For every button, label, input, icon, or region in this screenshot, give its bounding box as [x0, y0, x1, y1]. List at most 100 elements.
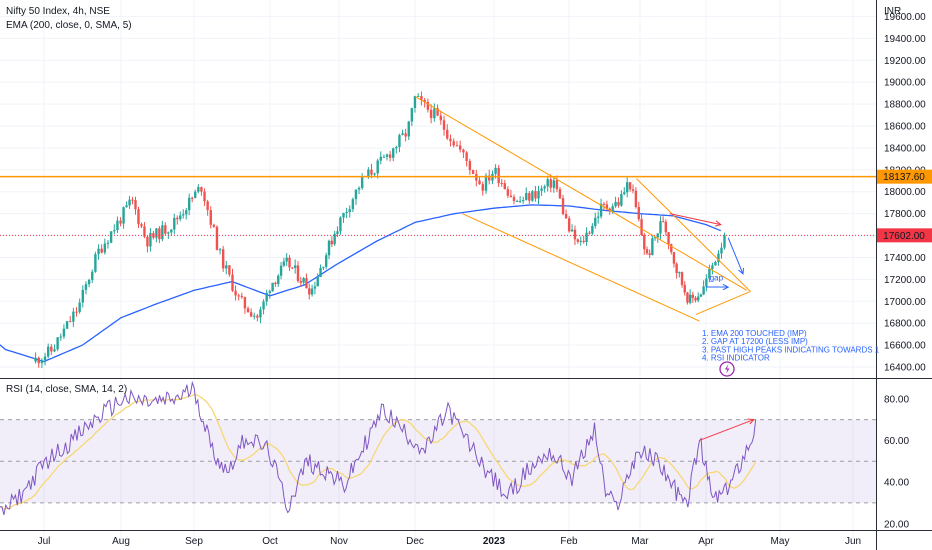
price-tick-label: 18800.00: [884, 100, 926, 111]
candle-body: [203, 191, 206, 202]
rsi-divergence-arrow: [699, 419, 754, 441]
candle-body: [484, 175, 488, 191]
candle-body: [243, 297, 247, 309]
candle-body: [582, 240, 585, 243]
candle-body: [503, 183, 506, 190]
candle-body: [200, 187, 203, 192]
candle-body: [218, 249, 222, 251]
candle-body: [319, 267, 322, 277]
candle-body: [188, 197, 191, 211]
candle-body: [122, 207, 125, 224]
price-tick-label: 19000.00: [884, 78, 926, 89]
candle-body: [683, 284, 686, 293]
price-tick-label: 17000.00: [884, 297, 926, 308]
candle-body: [465, 152, 468, 162]
candle-body: [404, 133, 407, 137]
candle-body: [410, 108, 414, 122]
candle-body: [285, 257, 288, 262]
candle-body: [631, 189, 635, 191]
candle-body: [452, 141, 455, 146]
candle-body: [686, 292, 689, 303]
candle-body: [661, 221, 665, 223]
candle-body: [401, 133, 404, 136]
candle-body: [705, 278, 708, 287]
candle-body: [702, 286, 705, 295]
candle-body: [442, 120, 446, 130]
candle-body: [540, 188, 543, 191]
candle-body: [471, 170, 475, 174]
candle-body: [398, 135, 401, 147]
currency-label: INR: [884, 6, 902, 17]
candle-body: [620, 193, 623, 206]
upper-channel-line: [414, 95, 747, 291]
candle-body: [478, 180, 481, 185]
candle-body: [497, 167, 500, 184]
candle-body: [717, 253, 720, 262]
candle-body: [324, 255, 328, 267]
candle-body: [81, 289, 85, 303]
candle-body: [525, 193, 528, 201]
rsi-divergence-arrow-head: [747, 418, 755, 425]
candle-body: [688, 294, 692, 303]
high-peaks-arrow: [669, 213, 721, 226]
candle-body: [137, 209, 140, 225]
candle-body: [46, 346, 50, 357]
candle-body: [282, 261, 286, 266]
candle-body: [143, 226, 146, 237]
candle-body: [653, 237, 657, 239]
candle-body: [579, 240, 582, 242]
candle-body: [357, 187, 361, 190]
rsi-path: [0, 380, 757, 516]
time-tick-label: 2023: [483, 536, 506, 547]
candle-body: [373, 173, 376, 175]
candle-body: [585, 232, 588, 243]
candle-body: [336, 231, 339, 234]
price-tick-label: 18400.00: [884, 143, 926, 154]
ema-200-path: [0, 204, 722, 363]
candle-body: [215, 226, 219, 250]
candle-body: [62, 328, 66, 337]
candle-body: [370, 169, 373, 175]
candle-body: [446, 129, 449, 139]
candle-body: [455, 145, 459, 147]
candle-body: [643, 235, 646, 250]
candle-body: [333, 233, 336, 245]
candle-body: [594, 217, 597, 226]
time-tick-label: Dec: [406, 536, 424, 547]
candle-body: [521, 200, 525, 202]
candle-body: [354, 189, 358, 200]
candle-body: [106, 242, 110, 244]
candle-body: [308, 288, 311, 295]
wedge-lower-line: [695, 290, 751, 315]
price-labels: 18137.60 17602.00: [877, 169, 932, 243]
rsi-tick-label: 20.00: [884, 519, 909, 530]
price-tick-label: 17200.00: [884, 275, 926, 286]
candle-body: [614, 201, 617, 207]
candle-body: [672, 252, 676, 264]
candle-body: [56, 337, 59, 350]
candle-body: [342, 212, 345, 218]
candle-body: [225, 265, 228, 269]
price-candles: [34, 91, 726, 369]
candle-body: [537, 190, 540, 199]
candle-body: [664, 221, 668, 233]
candle-body: [648, 253, 651, 255]
time-tick-label: Feb: [560, 536, 578, 547]
candle-body: [561, 198, 565, 215]
rsi-tick-label: 60.00: [884, 436, 909, 447]
high-peaks-arrow-head: [714, 220, 722, 227]
candle-body: [637, 207, 640, 220]
last-price-tag-text: 17602.00: [883, 231, 925, 242]
candle-body: [197, 187, 200, 192]
candle-body: [237, 295, 240, 297]
price-tick-label: 16600.00: [884, 341, 926, 352]
candle-body: [667, 232, 670, 245]
candle-body: [367, 169, 370, 178]
candle-body: [97, 248, 100, 255]
candle-body: [617, 201, 620, 206]
time-tick-label: Apr: [698, 536, 714, 547]
candle-body: [385, 154, 389, 157]
candle-body: [246, 308, 250, 313]
candle-body: [75, 311, 78, 313]
